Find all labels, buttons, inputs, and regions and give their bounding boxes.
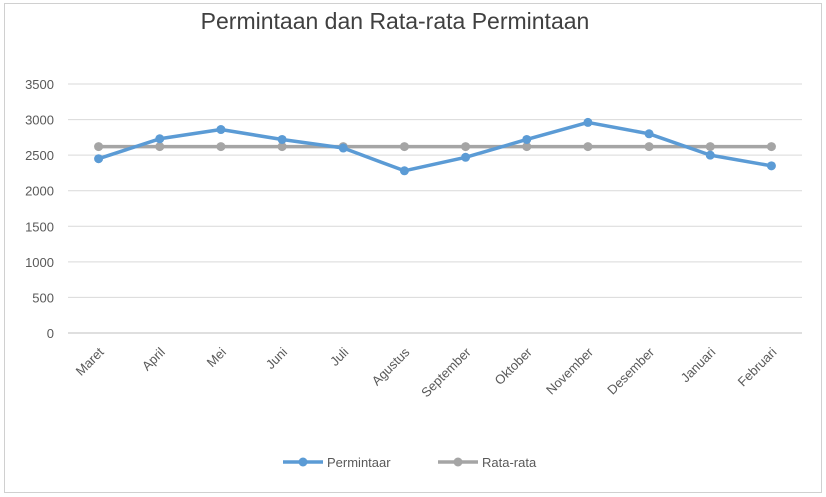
chart-frame (4, 3, 822, 493)
data-point (705, 150, 715, 160)
legend-label: Rata-rata (482, 455, 537, 470)
x-tick-label: Oktober (492, 344, 536, 388)
data-point (277, 134, 287, 144)
data-point (94, 154, 104, 164)
x-tick-label: April (139, 344, 168, 373)
y-tick-label: 1000 (25, 255, 54, 270)
x-tick-label: Maret (73, 344, 107, 378)
gridlines (68, 83, 802, 334)
series-line-0 (96, 120, 774, 173)
x-tick-label: September (418, 344, 474, 400)
x-tick-label: Februari (735, 344, 780, 389)
legend-label: Permintaar (327, 455, 391, 470)
data-point (644, 129, 654, 139)
data-point (155, 134, 165, 144)
data-point (94, 142, 104, 152)
data-point (277, 142, 287, 152)
x-tick-label: Juli (327, 344, 351, 368)
y-tick-label: 1500 (25, 219, 54, 234)
x-tick-label: Agustus (369, 344, 413, 388)
data-point (216, 125, 226, 135)
x-tick-label: Januari (678, 344, 719, 385)
data-point (338, 143, 348, 153)
y-tick-label: 3000 (25, 113, 54, 128)
data-point (216, 142, 226, 152)
data-point (522, 134, 532, 144)
data-point (644, 142, 654, 152)
data-point (461, 142, 471, 152)
data-point (399, 166, 409, 176)
x-tick-label: Mei (204, 344, 229, 369)
x-axis-ticks: Maret April Mei Juni Juli Agustus September Okt… (73, 344, 780, 400)
series-group (94, 117, 776, 176)
y-tick-label: 2000 (25, 184, 54, 199)
data-point (522, 142, 532, 152)
x-tick-label: Desember (604, 344, 657, 397)
data-point (766, 142, 776, 152)
chart-title: Permintaan dan Rata-rata Permintaan (200, 8, 590, 34)
x-tick-label: Juni (263, 344, 291, 372)
y-axis-ticks: 0 500 1000 1500 2000 2500 3000 3500 (25, 77, 54, 341)
data-point (155, 142, 165, 152)
y-tick-label: 500 (32, 290, 54, 305)
y-tick-label: 2500 (25, 148, 54, 163)
data-point (705, 142, 715, 152)
y-tick-label: 3500 (25, 77, 54, 92)
data-point (583, 142, 593, 152)
data-point (399, 142, 409, 152)
data-point (583, 117, 593, 127)
data-point (461, 152, 471, 162)
y-tick-label: 0 (47, 326, 54, 341)
data-point (766, 161, 776, 171)
legend-swatch-marker (298, 457, 308, 467)
legend: Permintaar Rata-rata (283, 455, 537, 470)
x-tick-label: November (543, 344, 596, 397)
legend-swatch-marker (453, 457, 463, 467)
